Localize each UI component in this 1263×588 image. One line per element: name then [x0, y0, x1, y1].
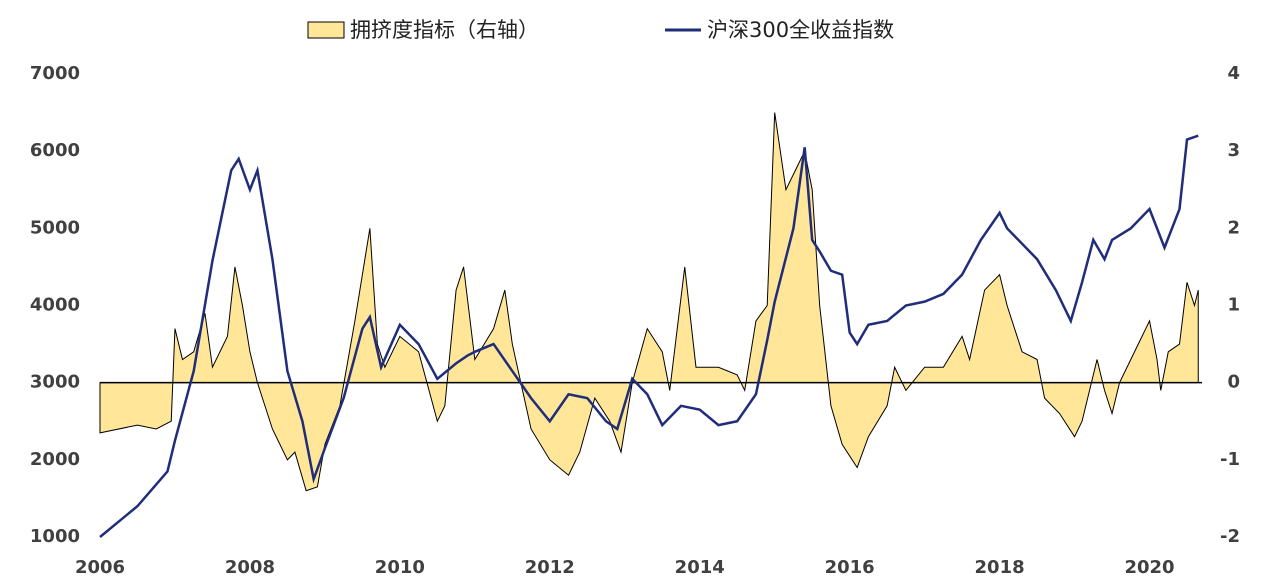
y-tick-label: 7000	[30, 63, 80, 84]
y-tick-label: 4000	[30, 295, 80, 316]
y-tick-label: 6000	[30, 140, 80, 161]
y-tick-label: 3000	[30, 372, 80, 393]
y2-tick-label: 0	[1227, 372, 1240, 393]
y2-tick-label: 3	[1227, 140, 1240, 161]
legend-swatch	[307, 21, 345, 39]
line	[99, 134, 1199, 538]
x-tick-label: 2016	[825, 557, 875, 578]
x-tick-label: 2020	[1124, 557, 1174, 578]
y-tick-label: 1000	[30, 526, 80, 547]
x-tick-label: 2012	[525, 557, 575, 578]
y2-tick-label: 2	[1227, 217, 1240, 238]
x-tick-label: 2008	[225, 557, 275, 578]
x-tick-label: 2006	[75, 557, 125, 578]
y-tick-label: 5000	[30, 217, 80, 238]
area	[99, 112, 1199, 492]
x-tick-label: 2014	[675, 557, 725, 578]
legend-label: 沪深300全收益指数	[707, 18, 894, 42]
x-tick-label: 2018	[975, 557, 1025, 578]
y2-tick-label: 4	[1227, 63, 1240, 84]
legend-label: 拥挤度指标（右轴）	[350, 18, 539, 42]
y-tick-label: 2000	[30, 449, 80, 470]
x-tick-label: 2010	[375, 557, 425, 578]
y2-tick-label: -2	[1220, 526, 1240, 547]
y2-tick-label: -1	[1220, 449, 1240, 470]
y2-tick-label: 1	[1227, 295, 1240, 316]
